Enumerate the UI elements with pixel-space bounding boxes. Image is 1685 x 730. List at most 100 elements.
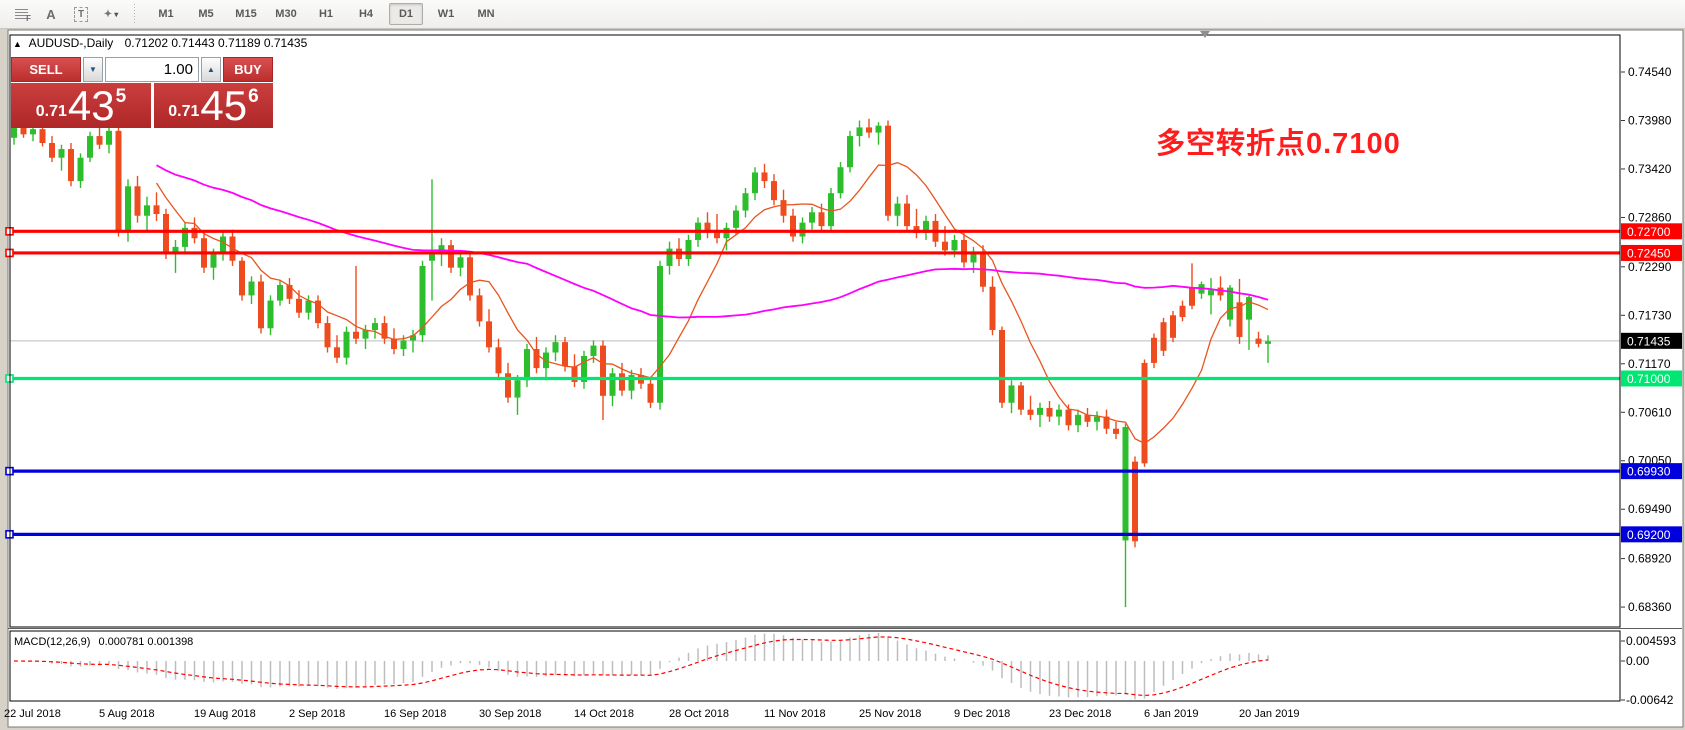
candle-body	[837, 167, 844, 194]
level-price-badge	[1621, 370, 1682, 387]
price-tick-label: 0.70610	[1628, 405, 1672, 419]
drawing-tools-icon[interactable]: ✦ ▾	[98, 3, 124, 25]
timeframe-MN[interactable]: MN	[477, 8, 495, 20]
collapse-triangle-icon[interactable]: ▲	[13, 39, 22, 49]
timeframe-M30[interactable]: M30	[275, 8, 297, 20]
candle-body	[182, 227, 188, 247]
sell-price-point: 5	[115, 86, 127, 107]
candle-body	[543, 352, 549, 369]
candle-body	[904, 203, 910, 227]
candle-body	[524, 349, 530, 381]
candle-body	[495, 347, 502, 374]
candle-body	[1103, 416, 1110, 429]
candle-body	[866, 127, 872, 133]
price-tick-label: 0.73980	[1628, 113, 1672, 127]
date-label-14: 20 Jan 2019	[1239, 708, 1300, 720]
candle-body	[581, 355, 587, 382]
timeframe-M5[interactable]: M5	[198, 8, 214, 20]
candle-body	[1056, 409, 1062, 417]
sell-price-tile[interactable]: 0.71 43 5	[11, 83, 151, 128]
candle-body	[391, 338, 397, 350]
ma-fast-line	[155, 162, 1269, 445]
date-label-2: 5 Aug 2018	[99, 708, 155, 720]
dropdown-caret-icon[interactable]: ▾	[114, 9, 119, 19]
chart-title: ▲ AUDUSD-,Daily 0.71202 0.71443 0.71189 …	[13, 36, 307, 50]
date-label-3: 19 Aug 2018	[194, 708, 256, 720]
candle-body	[1037, 407, 1043, 415]
candle-body	[799, 222, 806, 237]
candle-body	[790, 215, 796, 237]
candle-body	[1151, 337, 1157, 363]
timeframe-M15[interactable]: M15	[235, 8, 257, 20]
date-label-11: 9 Dec 2018	[954, 708, 1010, 720]
candle-body	[163, 213, 169, 254]
price-tick-label: 0.68360	[1628, 600, 1672, 614]
candle-body	[600, 345, 606, 396]
candle-body	[894, 203, 901, 216]
candle-body	[571, 366, 578, 382]
candle-body	[723, 227, 730, 239]
volume-input[interactable]	[105, 57, 199, 82]
candle-body	[714, 231, 720, 239]
level-price-badge-text: 0.72700	[1627, 225, 1671, 239]
candle-body	[153, 205, 160, 214]
candle-body	[1160, 322, 1167, 351]
macd-current-values: 0.000781 0.001398	[98, 636, 194, 648]
candle-body	[467, 257, 473, 296]
label-a-icon[interactable]: A	[46, 6, 56, 22]
macd-signal-line	[13, 636, 1269, 697]
level-price-badge-text: 0.72450	[1627, 246, 1671, 260]
text-t-icon[interactable]: T	[68, 3, 94, 25]
buy-button[interactable]: BUY	[223, 57, 273, 82]
candle-body	[353, 331, 359, 339]
candle-body	[505, 373, 511, 398]
candle-body	[372, 323, 378, 331]
dotted-lines-f-icon[interactable]: F	[8, 3, 34, 25]
candle-body	[220, 236, 226, 254]
price-tick-label: 0.72860	[1628, 210, 1672, 224]
candle-body	[324, 323, 331, 348]
chart-shift-marker-icon[interactable]	[1200, 31, 1210, 38]
level-price-badge-text: 0.69200	[1627, 528, 1671, 542]
candle-body	[913, 226, 920, 234]
level-price-badge	[1621, 463, 1682, 480]
candle-body	[562, 342, 568, 367]
candle-body	[429, 253, 435, 261]
candle-body	[1065, 409, 1072, 426]
volume-decrease-button[interactable]: ▼	[83, 57, 103, 82]
buy-price-pips: 45	[200, 81, 248, 129]
candle-body	[68, 149, 74, 182]
date-label-13: 6 Jan 2019	[1144, 708, 1198, 720]
timeframe-H1[interactable]: H1	[318, 8, 334, 20]
toolbar: F A T ✦ ▾ M1 M5 M15 M30 H1 H4 D1 W1 MN	[0, 0, 1685, 29]
sell-button[interactable]: SELL	[11, 57, 81, 82]
timeframe-M1[interactable]: M1	[158, 8, 174, 20]
candle-body	[989, 286, 996, 331]
candle-body	[267, 300, 274, 329]
candle-body	[239, 260, 245, 296]
candle-body	[704, 222, 711, 232]
timeframe-D1[interactable]: D1	[389, 3, 423, 25]
candle-body	[248, 281, 255, 296]
candle-body	[305, 300, 312, 313]
candle-body	[1122, 426, 1129, 541]
candle-body	[448, 245, 454, 268]
timeframe-W1[interactable]: W1	[437, 8, 455, 20]
price-tick-label: 0.72290	[1628, 260, 1672, 274]
macd-plot-border	[9, 630, 1621, 702]
candle-body	[30, 129, 36, 135]
candle-body	[942, 241, 948, 251]
candle-body	[1027, 409, 1034, 415]
candle-body	[343, 331, 350, 358]
date-label-8: 28 Oct 2018	[669, 708, 729, 720]
buy-price-tile[interactable]: 0.71 45 6	[154, 83, 273, 128]
date-label-5: 16 Sep 2018	[384, 708, 446, 720]
candle-body	[362, 330, 369, 339]
candle-body	[87, 136, 93, 158]
date-label-10: 25 Nov 2018	[859, 708, 921, 720]
candle-body	[856, 127, 863, 137]
volume-increase-button[interactable]: ▲	[201, 57, 221, 82]
candle-body	[951, 239, 958, 251]
timeframe-H4[interactable]: H4	[358, 8, 374, 20]
